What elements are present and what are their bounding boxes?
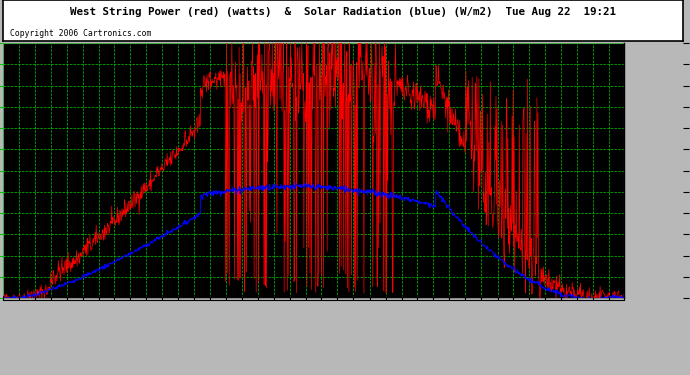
Text: West String Power (red) (watts)  &  Solar Radiation (blue) (W/m2)  Tue Aug 22  1: West String Power (red) (watts) & Solar … xyxy=(70,6,616,16)
Text: Copyright 2006 Cartronics.com: Copyright 2006 Cartronics.com xyxy=(10,29,152,38)
